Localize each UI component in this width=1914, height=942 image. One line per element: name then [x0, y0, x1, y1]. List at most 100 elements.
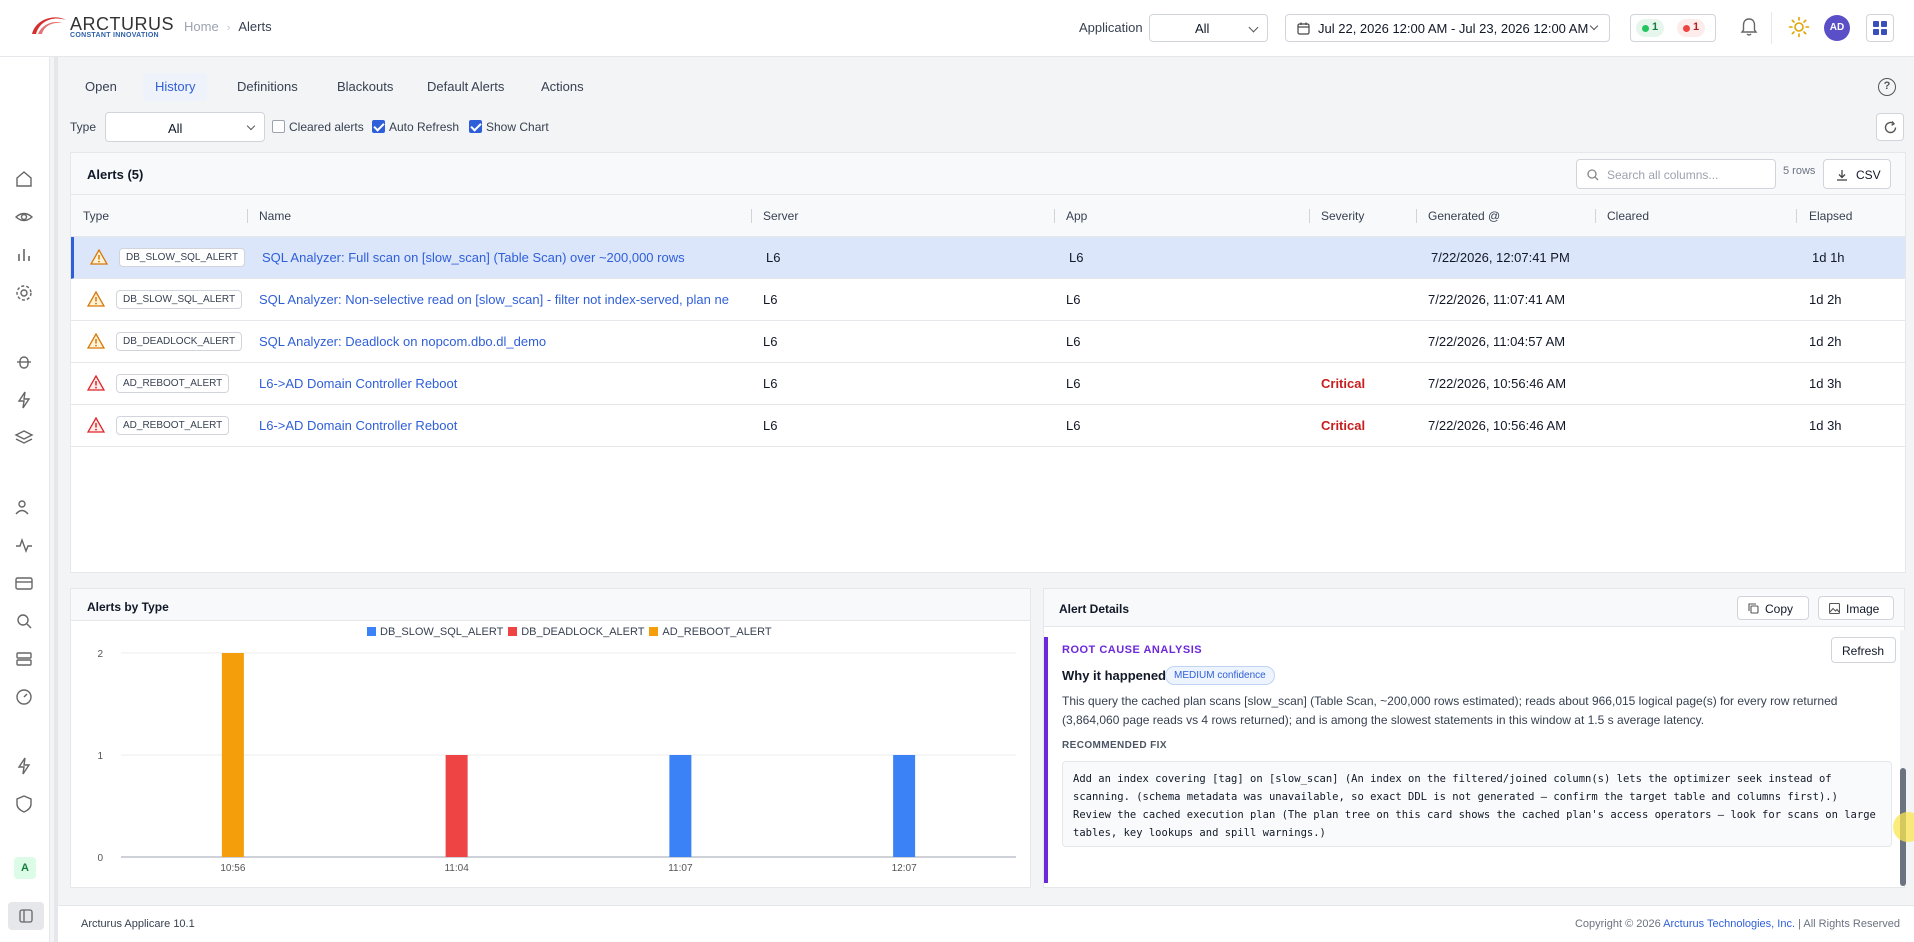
status-critical-badge[interactable]: 1: [1677, 19, 1706, 37]
date-range-picker[interactable]: Jul 22, 2026 12:00 AM - Jul 23, 2026 12:…: [1285, 14, 1610, 42]
sidebar-collapse-button[interactable]: [8, 902, 44, 930]
card-icon[interactable]: [14, 573, 34, 593]
alert-name-link[interactable]: SQL Analyzer: Non-selective read on [slo…: [259, 292, 729, 307]
alert-type-badge: AD_REBOOT_ALERT: [116, 416, 230, 435]
table-row[interactable]: DB_DEADLOCK_ALERT SQL Analyzer: Deadlock…: [71, 321, 1905, 363]
column-separator[interactable]: [1595, 209, 1596, 223]
column-header-cleared[interactable]: Cleared: [1607, 209, 1650, 223]
bar-db-deadlock-alert: [445, 755, 468, 857]
tab-blackouts[interactable]: Blackouts: [337, 79, 394, 94]
app-version: Arcturus Applicare 10.1: [81, 918, 195, 930]
application-select-value: All: [1195, 21, 1210, 36]
server-cell: L6: [763, 376, 778, 391]
grid-search-input[interactable]: Search all columns...: [1576, 159, 1776, 189]
auto-refresh-checkbox[interactable]: Auto Refresh: [372, 120, 459, 136]
table-row[interactable]: AD_REBOOT_ALERT L6->AD Domain Controller…: [71, 405, 1905, 447]
application-select[interactable]: All: [1149, 14, 1268, 42]
apps-grid-button[interactable]: [1866, 14, 1894, 42]
company-link[interactable]: Arcturus Technologies, Inc.: [1663, 918, 1796, 930]
legend-item[interactable]: DB_DEADLOCK_ALERT: [508, 626, 644, 638]
alert-name-link[interactable]: L6->AD Domain Controller Reboot: [259, 418, 458, 433]
copy-button[interactable]: Copy: [1737, 596, 1809, 620]
activity-icon[interactable]: [14, 535, 34, 555]
sun-theme-icon[interactable]: [1788, 16, 1810, 38]
eye-icon[interactable]: [14, 207, 34, 227]
column-header-server[interactable]: Server: [763, 209, 799, 223]
alert-name-link[interactable]: L6->AD Domain Controller Reboot: [259, 376, 458, 391]
breadcrumb-home[interactable]: Home: [184, 19, 219, 34]
why-it-happened-heading: Why it happened: [1062, 668, 1166, 683]
column-separator[interactable]: [1054, 209, 1055, 223]
column-separator[interactable]: [751, 209, 752, 223]
copy-icon: [1748, 603, 1759, 614]
grid-title: Alerts (5): [87, 167, 144, 182]
legend-swatch: [508, 627, 518, 636]
column-header-generated[interactable]: Generated @: [1428, 209, 1501, 223]
bolt-icon[interactable]: [14, 390, 34, 410]
tab-default-alerts[interactable]: Default Alerts: [427, 79, 505, 94]
sidebar-rail: [54, 57, 58, 942]
lightning-icon[interactable]: [14, 756, 34, 776]
table-row[interactable]: DB_SLOW_SQL_ALERT SQL Analyzer: Full sca…: [71, 237, 1905, 279]
table-row[interactable]: DB_SLOW_SQL_ALERT SQL Analyzer: Non-sele…: [71, 279, 1905, 321]
show-chart-checkbox[interactable]: Show Chart: [469, 120, 549, 136]
bell-icon[interactable]: [1739, 16, 1759, 38]
cleared-alerts-checkbox[interactable]: Cleared alerts: [272, 120, 364, 136]
gauge-icon[interactable]: [14, 687, 34, 707]
server-icon[interactable]: [14, 649, 34, 669]
alert-status-summary[interactable]: 1 1: [1630, 14, 1716, 42]
legend-swatch: [649, 627, 659, 636]
column-separator[interactable]: [1416, 209, 1417, 223]
shield-icon[interactable]: [14, 794, 34, 814]
column-separator[interactable]: [247, 209, 248, 223]
type-filter-select[interactable]: All: [105, 112, 265, 142]
column-header-app[interactable]: App: [1066, 209, 1088, 223]
table-row[interactable]: AD_REBOOT_ALERT L6->AD Domain Controller…: [71, 363, 1905, 405]
alert-type-badge: AD_REBOOT_ALERT: [116, 374, 230, 393]
csv-export-button[interactable]: CSV: [1823, 159, 1891, 189]
tab-open[interactable]: Open: [85, 79, 117, 94]
image-button[interactable]: Image: [1818, 596, 1894, 620]
gear-icon[interactable]: [14, 283, 34, 303]
column-header-severity[interactable]: Severity: [1321, 209, 1365, 223]
bar-chart-icon[interactable]: [14, 245, 34, 265]
elapsed-cell: 1d 3h: [1809, 376, 1842, 391]
alert-name-link[interactable]: SQL Analyzer: Deadlock on nopcom.dbo.dl_…: [259, 334, 547, 349]
help-icon[interactable]: ?: [1878, 78, 1896, 96]
column-header-type[interactable]: Type: [83, 209, 110, 223]
x-tick-label: 11:07: [668, 863, 693, 874]
home-icon[interactable]: [14, 169, 34, 189]
logo-word: ARCTURUS: [70, 14, 175, 34]
recommended-fix-text: Add an index covering [tag] on [slow_sca…: [1062, 761, 1892, 847]
refresh-button[interactable]: [1876, 113, 1904, 141]
bug-icon[interactable]: [14, 352, 34, 372]
search-icon[interactable]: [14, 611, 34, 631]
legend-item[interactable]: DB_SLOW_SQL_ALERT: [367, 626, 503, 638]
workspace-badge[interactable]: A: [14, 857, 36, 879]
legend-item[interactable]: AD_REBOOT_ALERT: [649, 626, 772, 638]
y-tick-label: 1: [97, 751, 103, 762]
layers-icon[interactable]: [14, 428, 34, 448]
app-cell: L6: [1066, 418, 1081, 433]
status-ok-badge[interactable]: 1: [1636, 19, 1665, 37]
refresh-icon: [1884, 121, 1897, 134]
user-avatar[interactable]: AD: [1824, 15, 1850, 41]
legend-label: DB_DEADLOCK_ALERT: [521, 626, 645, 638]
details-scrollbar-track[interactable]: [1900, 630, 1906, 886]
column-header-name[interactable]: Name: [259, 209, 292, 223]
alert-name-link[interactable]: SQL Analyzer: Full scan on [slow_scan] (…: [262, 250, 685, 265]
chart-panel-header: Alerts by Type: [71, 589, 1030, 621]
column-header-elapsed[interactable]: Elapsed: [1809, 209, 1853, 223]
users-icon[interactable]: [14, 497, 34, 517]
arcturus-logo[interactable]: ARCTURUS CONSTANT INNOVATION: [28, 12, 174, 42]
rca-refresh-button[interactable]: Refresh: [1831, 637, 1896, 663]
tab-definitions[interactable]: Definitions: [237, 79, 298, 94]
generated-cell: 7/22/2026, 11:07:41 AM: [1428, 292, 1566, 307]
app-cell: L6: [1066, 376, 1081, 391]
bar-db-slow-sql-alert: [669, 755, 692, 857]
tab-history[interactable]: History: [143, 73, 208, 101]
tab-actions[interactable]: Actions: [541, 79, 584, 94]
column-separator[interactable]: [1309, 209, 1310, 223]
column-separator[interactable]: [1796, 209, 1797, 223]
confidence-badge: MEDIUM confidence: [1165, 666, 1275, 685]
